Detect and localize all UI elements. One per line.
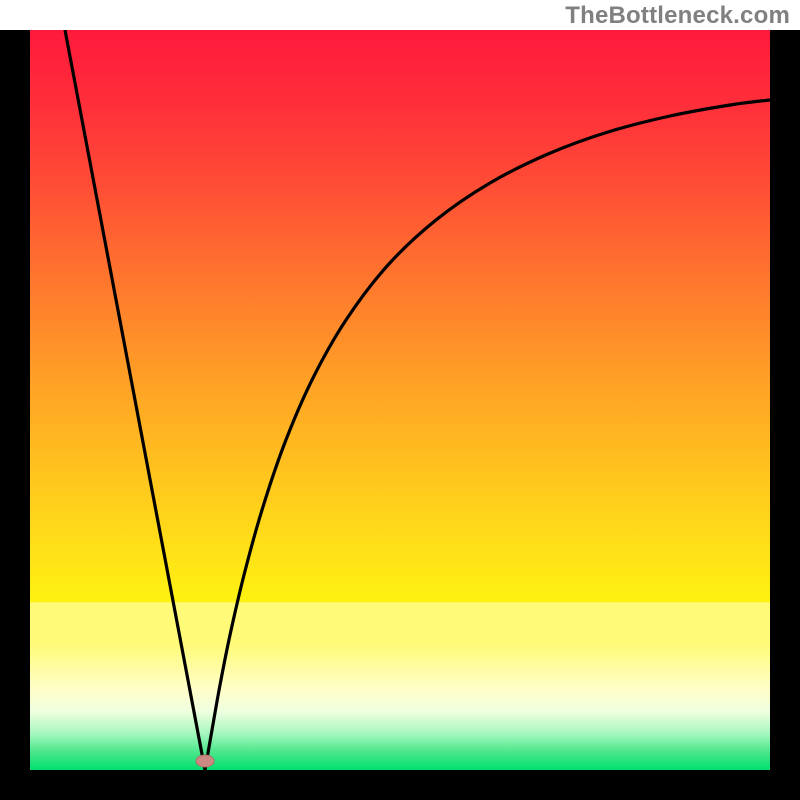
plot-area — [30, 30, 770, 770]
gradient-background — [30, 30, 770, 770]
plot-svg — [30, 30, 770, 770]
minimum-marker — [196, 755, 214, 767]
plot-border — [0, 30, 800, 800]
chart-frame: TheBottleneck.com — [0, 0, 800, 800]
watermark-text: TheBottleneck.com — [565, 2, 790, 30]
